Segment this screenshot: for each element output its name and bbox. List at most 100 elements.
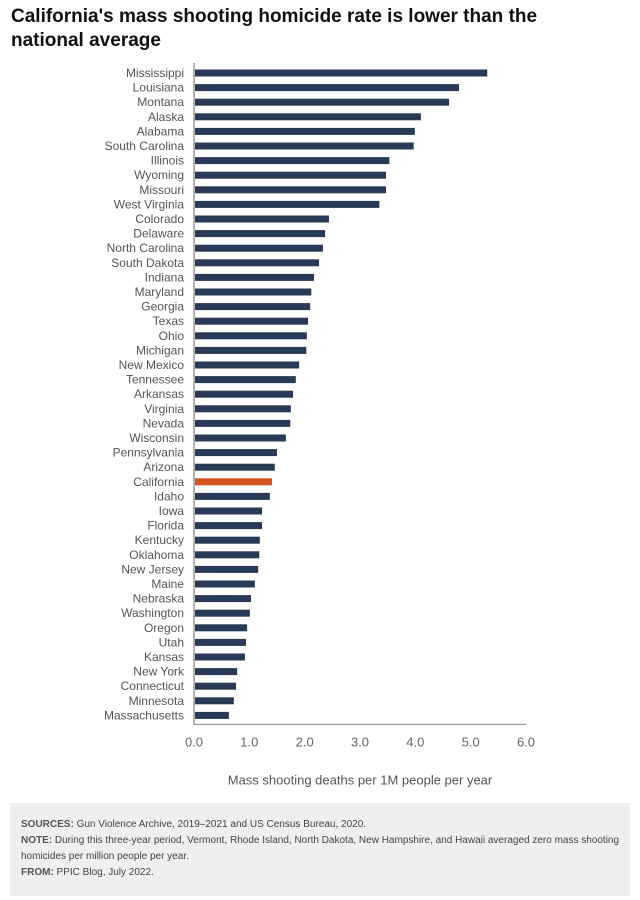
category-label: Idaho [154,489,184,503]
bar [195,492,270,500]
bar [195,244,323,252]
bar [195,565,259,573]
note-line: NOTE: During this three-year period, Ver… [21,833,620,865]
bar [195,317,308,325]
bar [195,69,488,77]
category-label: North Carolina [107,241,185,255]
bar [195,551,260,559]
category-label: Virginia [144,402,184,416]
category-label: Massachusetts [104,708,184,722]
bar [195,522,263,530]
bar [195,653,245,661]
x-tick-label: 0.0 [185,734,203,749]
note-label: NOTE: [21,835,53,846]
bar [195,624,248,632]
category-label: Mississippi [126,66,184,80]
x-tick-label: 4.0 [406,734,424,749]
category-label: Arkansas [134,387,184,401]
from-line: FROM: PPIC Blog, July 2022. [21,865,620,881]
bar [195,84,460,92]
category-label: Texas [153,314,184,328]
category-label: Delaware [133,227,184,241]
bar [195,507,263,515]
x-axis-label: Mass shooting deaths per 1M people per y… [228,772,493,787]
from-label: FROM: [21,867,54,878]
category-label: Colorado [135,212,184,226]
category-label: Indiana [145,270,185,284]
category-label: Alaska [148,110,184,124]
category-label: Pennsylvania [113,446,185,460]
bar [195,668,238,676]
bar [195,113,421,121]
category-label: Arizona [143,460,184,474]
bar [195,390,294,398]
bar [195,376,296,384]
category-label: Tennessee [126,373,184,387]
bar [195,200,380,208]
bar [195,595,251,603]
bar [195,157,390,165]
category-label: Florida [147,519,184,533]
bar [195,405,291,413]
bar [195,580,255,588]
category-label: Illinois [151,154,184,168]
x-tick-label: 6.0 [517,734,535,749]
chart-title: California's mass shooting homicide rate… [11,6,538,51]
category-label: Ohio [159,329,185,343]
category-label: Oregon [144,621,184,635]
bar [195,682,237,690]
bar [195,697,234,705]
sources-label: SOURCES: [21,819,74,830]
from-text: PPIC Blog, July 2022. [53,867,154,878]
category-label: Montana [137,95,184,109]
bar [195,98,450,106]
bar [195,434,286,442]
category-label: Wisconsin [129,431,184,445]
sources-text: Gun Violence Archive, 2019–2021 and US C… [73,819,367,830]
category-label: Connecticut [121,679,185,693]
category-label: Louisiana [133,81,185,95]
bar [195,142,414,150]
category-label: Georgia [141,300,184,314]
x-tick-label: 5.0 [462,734,480,749]
category-label: Washington [121,606,184,620]
x-tick-label: 1.0 [240,734,258,749]
bar [195,215,330,223]
category-label: New Mexico [119,358,185,372]
category-label: Minnesota [129,694,185,708]
category-label: Nevada [143,416,185,430]
bar-chart: MississippiLouisianaMontanaAlaskaAlabama… [104,63,535,787]
bar [195,463,275,471]
bar [195,303,311,311]
x-tick-labels: 0.0 1.0 2.0 3.0 4.0 5.0 6.0 [185,734,535,749]
category-label: Missouri [139,183,184,197]
bar [195,449,277,457]
category-labels: MississippiLouisianaMontanaAlaskaAlabama… [104,66,185,722]
category-label: Alabama [137,124,185,138]
category-label: New Jersey [121,562,184,576]
bar [195,609,250,617]
category-label: Iowa [159,504,185,518]
bar [195,230,326,238]
bar [195,273,315,281]
bar [195,419,291,427]
bar [195,259,320,267]
category-label: Maryland [135,285,184,299]
bars [195,69,488,719]
category-label: Utah [159,635,184,649]
bar [195,361,300,369]
category-label: Maine [151,577,184,591]
bar [195,638,247,646]
category-label: West Virginia [114,197,185,211]
category-label: Wyoming [134,168,184,182]
category-label: California [133,475,184,489]
x-tick-label: 3.0 [351,734,369,749]
bar [195,332,307,340]
category-label: South Carolina [105,139,185,153]
bar [195,127,415,135]
bar [195,536,260,544]
bar [195,346,307,354]
bar [195,186,387,194]
bar [195,171,387,179]
bar-highlighted [195,478,273,486]
